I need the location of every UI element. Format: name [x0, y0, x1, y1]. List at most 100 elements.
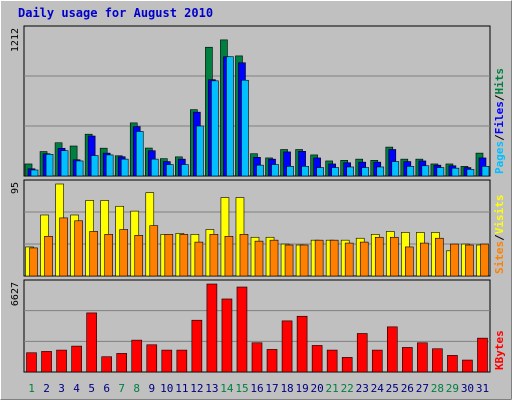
bar-sites [119, 229, 129, 277]
bar-pages [436, 167, 445, 177]
bar-sites [209, 234, 219, 277]
bar-pages [331, 167, 339, 177]
bar-pages [406, 166, 415, 177]
bar-pages [241, 79, 249, 177]
bar-sites [44, 235, 53, 277]
bar-kbytes [86, 312, 97, 373]
bar-kbytes [116, 353, 128, 373]
bar-kbytes [447, 355, 458, 373]
x-tick-label: 11 [175, 382, 188, 395]
bar-kbytes [236, 286, 248, 373]
bar-sites [359, 241, 369, 277]
bar-pages [211, 80, 219, 177]
bar-kbytes [371, 349, 383, 373]
bar-kbytes [281, 320, 293, 373]
x-tick-label: 17 [265, 382, 278, 395]
bar-kbytes [221, 298, 233, 373]
x-tick-label: 18 [280, 382, 293, 395]
bar-sites [74, 220, 83, 277]
legend-item: / [493, 134, 506, 141]
bar-sites [89, 231, 98, 277]
x-tick-label: 20 [311, 382, 324, 395]
bar-sites [194, 241, 204, 277]
legend-item: / [493, 94, 506, 101]
bar-pages [166, 164, 174, 177]
bar-pages [120, 158, 129, 177]
x-tick-label: 10 [160, 382, 173, 395]
bar-kbytes [326, 349, 338, 373]
bar-sites [239, 234, 249, 277]
bar-kbytes [311, 345, 323, 373]
bar-sites [465, 244, 474, 277]
bar-kbytes [161, 349, 173, 373]
x-tick-label: 13 [205, 382, 218, 395]
x-tick-label: 6 [103, 382, 110, 395]
bar-kbytes [477, 337, 488, 373]
bar-pages [481, 166, 490, 177]
bar-kbytes [251, 342, 263, 373]
x-tick-label: 5 [88, 382, 95, 395]
axis-max-label: 95 [10, 182, 21, 194]
bar-pages [150, 158, 159, 177]
x-tick-label: 26 [401, 382, 414, 395]
bar-sites [224, 235, 234, 277]
bar-pages [45, 154, 54, 177]
axis-max-label: 6627 [10, 282, 21, 306]
bar-kbytes [176, 349, 188, 373]
bar-sites [299, 244, 309, 277]
legend-item: Hits [493, 68, 506, 95]
bar-sites [254, 240, 264, 277]
bar-pages [361, 167, 370, 177]
bar-pages [391, 161, 400, 177]
bar-pages [316, 167, 324, 177]
bar-sites [344, 242, 354, 277]
bar-pages [421, 165, 430, 177]
bar-pages [226, 56, 234, 177]
bar-pages [346, 166, 354, 177]
chart-title: Daily usage for August 2010 [18, 6, 214, 20]
bar-kbytes [432, 348, 443, 373]
bar-sites [149, 225, 159, 277]
x-tick-label: 15 [235, 382, 248, 395]
bar-kbytes [146, 344, 158, 373]
legend-visits-sites: Sites/Visits [493, 195, 506, 275]
bar-sites [435, 237, 444, 277]
bar-pages [60, 150, 69, 177]
bar-sites [284, 244, 294, 277]
axis-max-label: 1212 [10, 28, 21, 52]
bar-kbytes [56, 349, 67, 373]
bar-pages [376, 166, 385, 177]
bar-pages [30, 169, 39, 177]
x-tick-label: 9 [148, 382, 155, 395]
x-tick-label: 16 [250, 382, 263, 395]
legend-item: / [493, 234, 506, 241]
bar-pages [105, 154, 114, 177]
bar-sites [164, 234, 174, 277]
bar-pages [301, 166, 309, 177]
x-tick-label: 12 [190, 382, 203, 395]
bar-pages [466, 169, 475, 177]
bar-pages [271, 164, 279, 177]
bar-sites [405, 246, 414, 277]
x-tick-label: 1 [28, 382, 35, 395]
x-tick-label: 30 [461, 382, 474, 395]
bar-pages [196, 125, 204, 177]
x-tick-label: 14 [220, 382, 234, 395]
bar-kbytes [341, 357, 353, 373]
legend-item: Sites [493, 241, 506, 274]
bar-kbytes [266, 349, 278, 373]
x-tick-label: 24 [371, 382, 385, 395]
bar-kbytes [402, 347, 413, 373]
bar-pages [75, 160, 84, 177]
bar-pages [451, 167, 460, 177]
bar-kbytes [26, 352, 37, 373]
bar-pages [181, 164, 189, 177]
x-tick-label: 22 [341, 382, 354, 395]
bar-kbytes [41, 351, 52, 373]
legend-kbytes: KBytes [493, 330, 506, 370]
bar-pages [90, 155, 99, 177]
bar-kbytes [296, 315, 308, 373]
bar-kbytes [131, 339, 143, 373]
x-tick-label: 19 [295, 382, 308, 395]
